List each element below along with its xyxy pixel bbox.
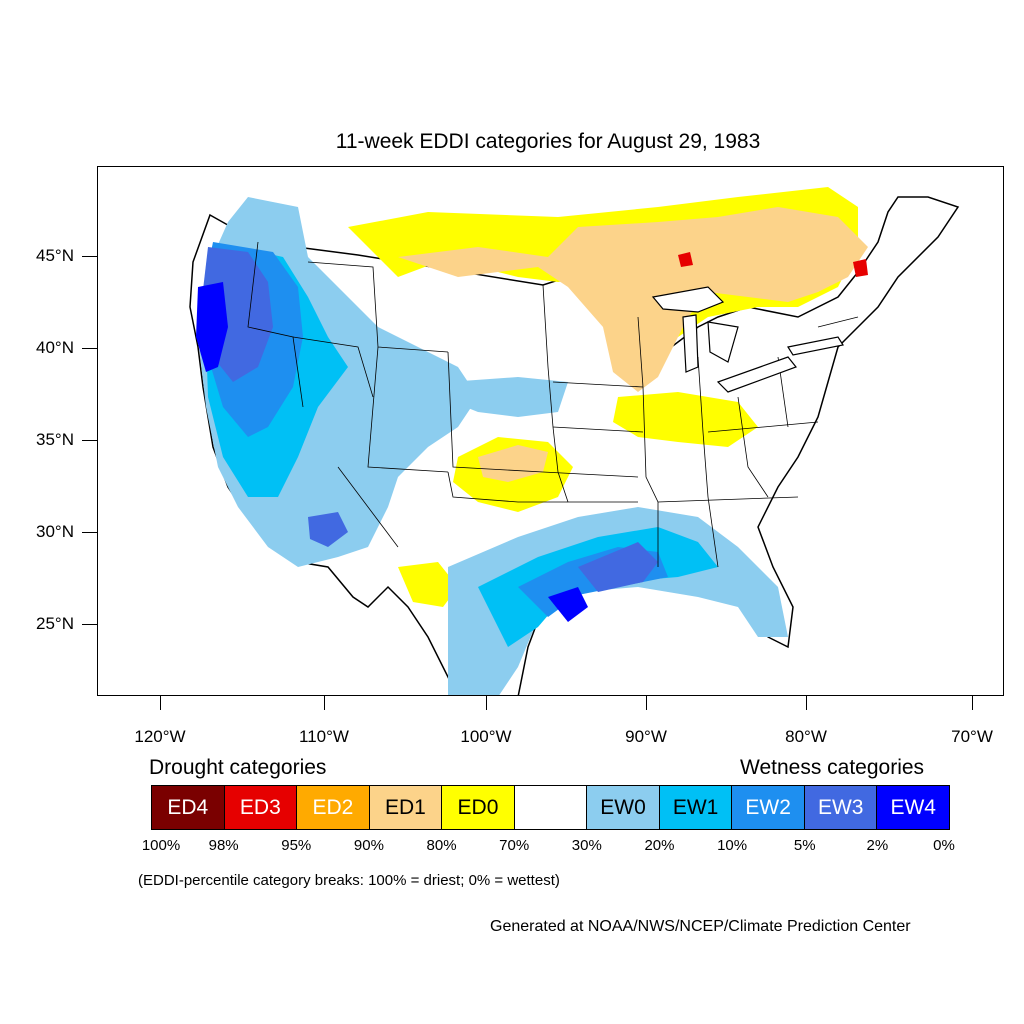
ed3-spot-1: [678, 252, 693, 267]
ed0-region-midwest: [613, 392, 758, 447]
lon-label-80: 80°W: [785, 727, 827, 746]
lon-tick: [806, 696, 807, 710]
great-lakes: [651, 286, 844, 393]
lat-label-45: 45°N: [36, 246, 74, 265]
drought-heading: Drought categories: [149, 756, 327, 779]
lon-label-110: 110°W: [299, 727, 349, 746]
lon-label-70: 70°W: [951, 727, 993, 746]
percentile-break-label: 30%: [571, 837, 602, 854]
percentile-break-label: 70%: [499, 837, 530, 854]
lat-tick: [82, 624, 97, 625]
legend-cell-ed2: ED2: [297, 786, 370, 829]
lat-label-40: 40°N: [36, 338, 74, 357]
category-legend: ED4 ED3 ED2 ED1 ED0 EW0 EW1 EW2 EW3 EW4: [151, 785, 950, 830]
lon-tick: [972, 696, 973, 710]
lat-label-35: 35°N: [36, 430, 74, 449]
percentile-break-label: 20%: [644, 837, 675, 854]
percentile-break-label: 90%: [353, 837, 384, 854]
lon-tick: [486, 696, 487, 710]
percentile-break-label: 98%: [208, 837, 239, 854]
eddi-map: [97, 166, 1004, 696]
ew3-spot-southwest: [308, 512, 348, 547]
legend-cell-ew3: EW3: [804, 786, 878, 829]
ed1-region-northeast: [398, 207, 868, 392]
map-title: 11-week EDDI categories for August 29, 1…: [335, 130, 761, 153]
lat-tick: [82, 256, 97, 257]
legend-cell-ed4: ED4: [152, 786, 225, 829]
ew3-region-south: [578, 542, 658, 592]
percentile-break-label: 2%: [866, 837, 889, 854]
percentile-break-label: 80%: [426, 837, 457, 854]
percentile-break-label: 100%: [141, 837, 181, 854]
percentile-break-label: 5%: [793, 837, 816, 854]
category-note: (EDDI-percentile category breaks: 100% =…: [138, 872, 560, 889]
ew0-region-plains: [448, 377, 568, 417]
legend-cell-ed3: ED3: [224, 786, 298, 829]
lon-label-90: 90°W: [625, 727, 667, 746]
lon-label-100: 100°W: [460, 727, 512, 746]
ew4-region-south: [548, 587, 588, 622]
lat-label-25: 25°N: [36, 614, 74, 633]
legend-cell-ed0: ED0: [442, 786, 515, 829]
lon-label-120: 120°W: [134, 727, 186, 746]
ed3-spot-2: [853, 259, 868, 277]
credit-line: Generated at NOAA/NWS/NCEP/Climate Predi…: [490, 918, 911, 935]
lat-tick: [82, 532, 97, 533]
legend-cell-ew0: EW0: [587, 786, 660, 829]
ed0-region-texas: [398, 562, 458, 607]
lat-tick: [82, 348, 97, 349]
percentile-break-label: 10%: [717, 837, 748, 854]
lat-tick: [82, 440, 97, 441]
state-boundaries: [247, 241, 859, 568]
ew4-region-west: [196, 282, 228, 372]
legend-cell-ew1: EW1: [659, 786, 733, 829]
percentile-break-label: 95%: [281, 837, 312, 854]
lon-tick: [160, 696, 161, 710]
percentile-break-label: 0%: [933, 837, 955, 854]
lon-tick: [324, 696, 325, 710]
eddi-map-canvas: [189, 187, 960, 695]
ed1-region-plains: [478, 445, 548, 482]
legend-cell-neutral: [514, 786, 588, 829]
legend-cell-ed1: ED1: [369, 786, 443, 829]
wetness-heading: Wetness categories: [740, 756, 925, 779]
lat-label-30: 30°N: [36, 522, 74, 541]
legend-cell-ew2: EW2: [732, 786, 805, 829]
legend-cell-ew4: EW4: [877, 786, 950, 829]
lon-tick: [646, 696, 647, 710]
